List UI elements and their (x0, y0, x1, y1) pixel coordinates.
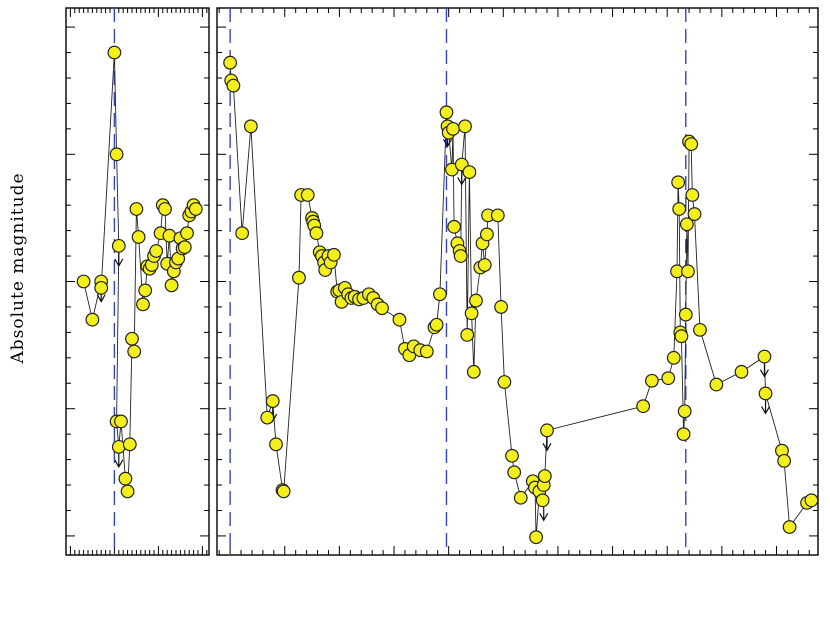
data-point (685, 188, 700, 202)
data-point (677, 404, 692, 419)
data-point (129, 202, 144, 216)
data-point (94, 280, 109, 295)
data-point (693, 322, 707, 337)
data-point (679, 217, 694, 232)
data-point (466, 364, 481, 379)
data-point (529, 530, 543, 545)
data-point (114, 414, 128, 429)
data-point (149, 244, 164, 258)
data-point (494, 300, 509, 314)
data-point (375, 301, 389, 316)
panel-2008-ot (216, 7, 819, 556)
data-point (537, 469, 552, 484)
data-point (125, 331, 139, 346)
data-point (138, 283, 153, 298)
data-point (223, 55, 238, 70)
data-point (127, 344, 142, 359)
data-point (676, 427, 691, 442)
data-point (674, 329, 689, 344)
data-point (392, 312, 407, 327)
data-point (164, 278, 179, 293)
data-point (300, 188, 315, 202)
data-point (782, 520, 797, 534)
data-point (453, 249, 468, 263)
panel-2000-ot (65, 7, 210, 556)
data-point (292, 270, 306, 285)
data-point (85, 312, 100, 327)
data-point (226, 78, 241, 93)
data-point (120, 484, 135, 499)
data-point (243, 119, 258, 134)
data-point (439, 105, 454, 120)
data-point (540, 423, 554, 438)
data-point (446, 121, 460, 136)
data-layer (76, 45, 203, 499)
data-point (433, 287, 447, 302)
data-point (188, 202, 203, 216)
data-point (276, 484, 291, 499)
data-point (458, 119, 472, 134)
data-point (758, 386, 773, 401)
data-point (535, 493, 550, 508)
data-point (671, 175, 686, 190)
light-curve-line (229, 62, 812, 538)
data-point (678, 307, 693, 322)
data-point (777, 453, 792, 468)
data-point (464, 306, 479, 321)
data-point (661, 371, 676, 386)
data-point (507, 465, 522, 480)
data-point (118, 471, 133, 486)
data-point (477, 258, 492, 272)
y-axis-label: Absolute magnitude (8, 172, 28, 364)
data-point (76, 274, 91, 289)
data-point (265, 394, 280, 408)
data-point (131, 230, 146, 244)
data-layer (223, 55, 818, 545)
data-point (460, 328, 475, 342)
data-point (260, 410, 275, 425)
data-point (158, 202, 172, 216)
data-point (447, 219, 462, 234)
data-point (709, 377, 724, 392)
data-point (419, 344, 434, 359)
data-point (235, 226, 250, 241)
data-point (109, 147, 124, 162)
data-point (480, 227, 494, 242)
data-point (177, 240, 192, 255)
data-point (666, 350, 681, 365)
data-point (269, 437, 283, 452)
data-point (684, 137, 699, 152)
data-point (804, 493, 818, 508)
data-point (122, 437, 137, 452)
data-point (462, 165, 477, 180)
data-point (757, 349, 772, 364)
data-point (429, 317, 444, 332)
data-point (497, 375, 512, 389)
data-point (687, 207, 702, 221)
data-point (734, 364, 749, 379)
data-point (681, 264, 695, 279)
data-point (180, 226, 194, 241)
data-point (327, 247, 341, 262)
data-point (469, 293, 483, 308)
data-point (111, 238, 126, 253)
data-point (636, 399, 651, 414)
data-point (672, 202, 687, 216)
data-point (107, 45, 122, 60)
data-point (505, 448, 519, 463)
data-point (309, 226, 324, 241)
data-point (645, 373, 659, 388)
data-point (490, 208, 505, 223)
data-point (136, 297, 150, 312)
data-point (513, 490, 528, 505)
